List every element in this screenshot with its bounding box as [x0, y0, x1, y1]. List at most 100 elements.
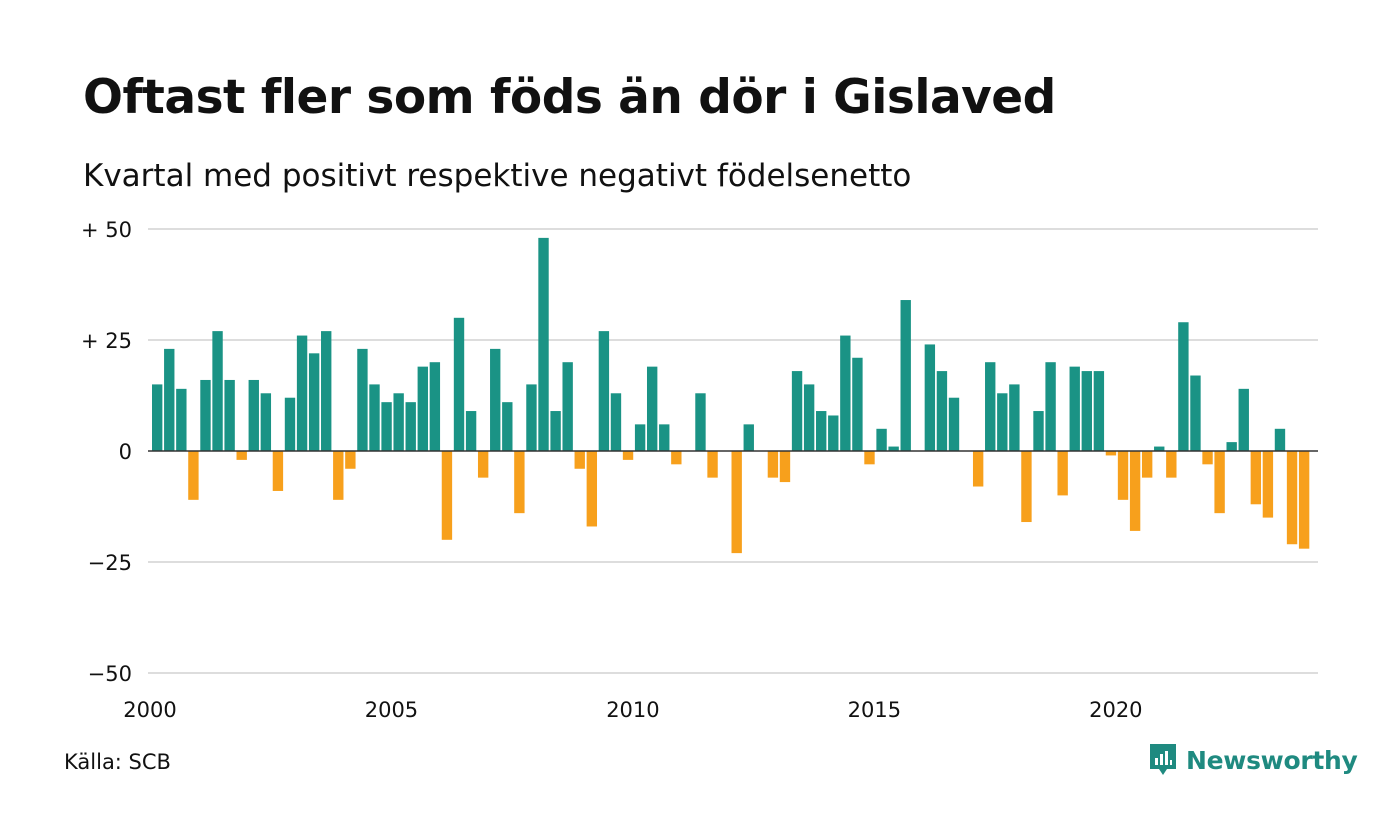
bar-negative	[1202, 451, 1213, 465]
bar-negative	[236, 451, 247, 460]
bar-positive	[1093, 371, 1105, 451]
bar-positive	[1033, 411, 1044, 451]
y-axis-ticks: + 50 + 25 0 −25 −50	[81, 218, 132, 686]
bar-positive	[1045, 362, 1056, 451]
bar-negative	[441, 451, 453, 540]
bar-positive	[1154, 446, 1165, 451]
bar-positive	[1069, 366, 1080, 451]
bar-positive	[369, 384, 380, 451]
brand-logo: Newsworthy	[1148, 742, 1358, 778]
bar-positive	[164, 348, 175, 451]
bar-negative	[671, 451, 682, 465]
brand-name: Newsworthy	[1186, 745, 1358, 775]
bar-positive	[985, 362, 996, 451]
bar-positive	[888, 446, 899, 451]
bar-negative	[188, 451, 199, 500]
bar-positive	[381, 402, 392, 451]
chart-title: Oftast fler som föds än dör i Gislaved	[83, 70, 1056, 125]
bar-positive	[1238, 388, 1249, 451]
bar-negative	[1214, 451, 1225, 514]
source-note: Källa: SCB	[64, 750, 171, 774]
bar-positive	[610, 393, 622, 451]
bar-positive	[538, 237, 549, 451]
y-tick-label: 0	[119, 440, 132, 464]
bar-negative	[333, 451, 344, 500]
grid-lines	[148, 228, 1318, 674]
bar-positive	[646, 366, 658, 451]
bar-positive	[997, 393, 1008, 451]
bar-positive	[393, 393, 404, 451]
bars	[152, 237, 1310, 554]
bar-negative	[972, 451, 984, 487]
bar-positive	[791, 371, 803, 451]
bar-positive	[936, 371, 948, 451]
bar-negative	[345, 451, 356, 469]
bar-positive	[357, 348, 368, 451]
bar-positive	[1190, 375, 1201, 451]
bar-positive	[634, 424, 646, 451]
bar-negative	[707, 451, 718, 478]
bar-positive	[212, 331, 223, 451]
bar-positive	[248, 379, 259, 451]
bar-positive	[948, 397, 960, 451]
bar-negative	[1117, 451, 1129, 500]
bar-positive	[828, 415, 839, 451]
y-tick-label: + 50	[81, 218, 132, 242]
bar-positive	[562, 362, 573, 451]
x-tick-label: 2015	[848, 698, 901, 722]
bar-negative	[1141, 451, 1153, 478]
bar-positive	[598, 331, 610, 451]
bar-negative	[1129, 451, 1141, 531]
bar-negative	[1250, 451, 1262, 505]
bar-positive	[465, 411, 477, 451]
bar-negative	[731, 451, 742, 554]
bar-positive	[296, 335, 308, 451]
bar-positive	[659, 424, 670, 451]
bar-positive	[429, 362, 441, 451]
x-tick-label: 2005	[365, 698, 418, 722]
bar-negative	[767, 451, 779, 478]
bar-positive	[1081, 371, 1092, 451]
x-tick-label: 2010	[606, 698, 659, 722]
bar-positive	[1009, 384, 1020, 451]
bar-positive	[321, 331, 332, 451]
bar-chart: + 50 + 25 0 −25 −50 2000 2005 2010 2015 2020	[81, 218, 1318, 722]
bar-positive	[550, 411, 561, 451]
bar-negative	[864, 451, 875, 465]
bar-positive	[816, 411, 827, 451]
bar-positive	[1178, 322, 1189, 451]
bar-negative	[1166, 451, 1177, 478]
bar-positive	[453, 317, 465, 451]
bar-negative	[1262, 451, 1274, 518]
bar-negative	[1021, 451, 1032, 523]
bar-positive	[695, 393, 706, 451]
bar-negative	[272, 451, 284, 491]
bar-negative	[1298, 451, 1310, 549]
bar-negative	[779, 451, 791, 483]
bar-negative	[1105, 451, 1117, 456]
y-tick-label: + 25	[81, 329, 132, 353]
bar-positive	[852, 357, 863, 451]
y-tick-label: −50	[88, 662, 132, 686]
bar-positive	[803, 384, 815, 451]
newsworthy-logo-icon	[1150, 744, 1176, 775]
bar-positive	[308, 353, 320, 451]
x-axis-ticks: 2000 2005 2010 2015 2020	[123, 698, 1142, 722]
bar-positive	[200, 379, 211, 451]
bar-positive	[260, 393, 272, 451]
bar-negative	[514, 451, 525, 514]
chart-subtitle: Kvartal med positivt respektive negativt…	[83, 158, 912, 194]
bar-negative	[1286, 451, 1298, 545]
bar-positive	[743, 424, 754, 451]
bar-positive	[152, 384, 163, 451]
x-tick-label: 2020	[1089, 698, 1142, 722]
bar-positive	[176, 388, 187, 451]
bar-negative	[622, 451, 634, 460]
bar-positive	[417, 366, 428, 451]
bar-negative	[1057, 451, 1068, 496]
bar-positive	[900, 300, 911, 451]
bar-positive	[502, 402, 513, 451]
bar-positive	[490, 348, 501, 451]
bar-positive	[1274, 428, 1286, 451]
y-tick-label: −25	[88, 551, 132, 575]
